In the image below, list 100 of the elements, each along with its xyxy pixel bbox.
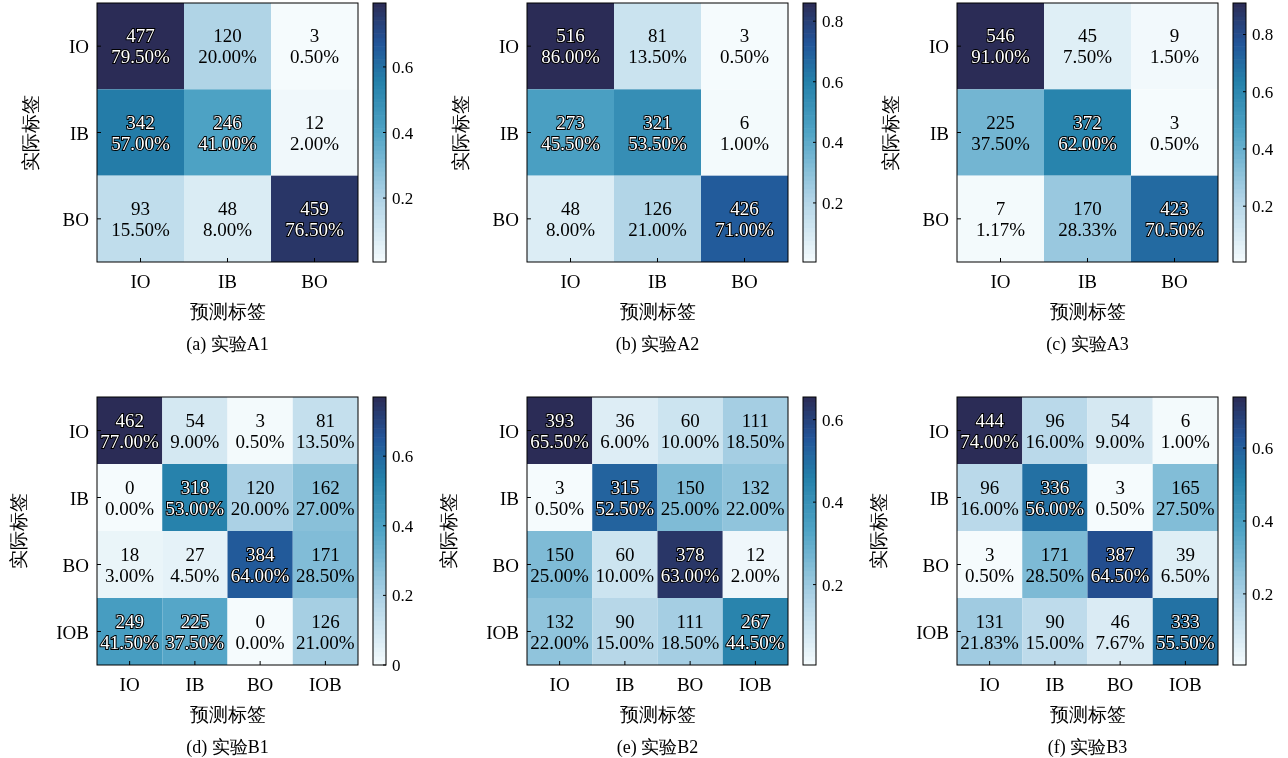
y-tick-label: BO: [492, 208, 519, 230]
data-label: 96 16.00%: [960, 476, 1020, 519]
data-label: 315 52.50%: [595, 476, 655, 519]
data-label: 249 41.50%: [100, 610, 160, 653]
data-label: 336 56.00%: [1025, 476, 1085, 519]
x-axis-title: 预测标签: [619, 301, 696, 322]
x-tick-label: IOB: [309, 674, 342, 695]
y-tick-label: IB: [70, 122, 89, 144]
color-bar-label: 0.4: [822, 493, 844, 513]
data-label: 45 7.50%: [1062, 25, 1113, 68]
data-label: 111 18.50%: [726, 409, 785, 452]
color-bar-label: 0.8: [822, 12, 844, 32]
data-label: 462 77.00%: [100, 409, 160, 452]
data-label: 3 0.50%: [965, 543, 1015, 586]
data-label: 126 21.00%: [628, 197, 687, 240]
data-label: 384 64.00%: [230, 543, 290, 586]
color-bar-label: 0.4: [1252, 139, 1274, 159]
y-tick-label: IB: [930, 122, 949, 144]
data-label: 9 1.50%: [1149, 25, 1200, 68]
data-label: 0 0.00%: [105, 476, 155, 519]
x-axis-title: 预测标签: [619, 704, 696, 725]
data-label: 12 2.00%: [730, 543, 781, 586]
y-tick-label: IB: [930, 487, 949, 509]
data-label: 3 0.50%: [289, 25, 340, 68]
y-tick-label: IO: [928, 36, 949, 58]
color-bar-label: 0.4: [392, 516, 414, 536]
text: (e) 实验B2: [616, 737, 699, 758]
y-tick-label: IO: [68, 420, 89, 442]
data-label: 6 1.00%: [1160, 409, 1211, 452]
color-bar-label: 0.6: [822, 72, 844, 92]
data-label: 387 64.50%: [1090, 543, 1150, 586]
y-tick-label: BO: [492, 554, 519, 576]
data-label: 321 53.50%: [628, 111, 687, 154]
color-bar-label: 0.6: [392, 57, 414, 77]
data-label: 246 41.00%: [198, 111, 257, 154]
data-label: 267 44.50%: [726, 610, 785, 653]
data-label: 516 86.00%: [541, 25, 600, 68]
data-label: 39 6.50%: [1160, 543, 1211, 586]
y-tick-label: IOB: [916, 621, 949, 643]
text: (a) 实验A1: [186, 334, 269, 355]
color-bar-label: 0.4: [392, 123, 414, 143]
text: (b) 实验A2: [615, 334, 700, 355]
x-axis-title: 预测标签: [1049, 301, 1126, 322]
data-label: 162 27.00%: [296, 476, 355, 519]
data-label: 477 79.50%: [111, 25, 170, 68]
data-label: 150 25.00%: [660, 476, 720, 519]
x-axis-title: 预测标签: [1049, 704, 1126, 725]
x-tick-label: BO: [1106, 674, 1134, 695]
x-tick-label: IB: [218, 271, 237, 292]
color-bar-label: 0.2: [822, 575, 844, 595]
y-axis-title: 实际标签: [450, 94, 471, 171]
y-axis-title: 实际标签: [880, 94, 901, 171]
color-bar-label: 0.6: [392, 447, 414, 467]
x-tick-label: IO: [560, 271, 581, 292]
data-label: 111 18.50%: [660, 610, 720, 653]
y-tick-label: BO: [62, 554, 89, 576]
x-tick-label: BO: [731, 271, 758, 292]
color-bar-label: 0.8: [1252, 25, 1274, 45]
data-label: 120 20.00%: [198, 25, 257, 68]
y-axis-title: 实际标签: [20, 94, 41, 171]
color-bar-label: 0.2: [392, 586, 414, 606]
y-tick-label: IO: [498, 36, 519, 58]
data-label: 36 6.00%: [600, 409, 650, 452]
x-tick-label: IOB: [739, 674, 772, 695]
color-bar-label: 0: [392, 656, 401, 675]
x-tick-label: IOB: [1169, 674, 1202, 695]
x-tick-label: IB: [1078, 271, 1097, 292]
y-tick-label: IO: [68, 36, 89, 58]
data-label: 48 8.00%: [202, 197, 253, 240]
x-tick-label: IO: [979, 674, 1000, 695]
data-label: 171 28.50%: [296, 543, 355, 586]
text: (c) 实验A3: [1046, 334, 1129, 355]
data-label: 27 4.50%: [170, 543, 220, 586]
x-tick-label: IB: [185, 674, 205, 695]
x-axis-title: 预测标签: [189, 301, 266, 322]
color-bar-label: 0.4: [822, 133, 844, 153]
data-label: 423 70.50%: [1145, 197, 1204, 240]
color-bar-label: 0.4: [1252, 511, 1274, 531]
data-label: 150 25.00%: [530, 543, 590, 586]
data-label: 3 0.50%: [1149, 111, 1200, 154]
text: (f) 实验B3: [1047, 737, 1128, 758]
data-label: 342 57.00%: [111, 111, 170, 154]
data-label: 81 13.50%: [296, 409, 355, 452]
data-label: 81 13.50%: [628, 25, 687, 68]
x-tick-label: BO: [246, 674, 274, 695]
x-tick-label: IO: [990, 271, 1011, 292]
data-label: 165 27.50%: [1156, 476, 1215, 519]
data-label: 3 0.50%: [235, 409, 285, 452]
data-label: 60 10.00%: [595, 543, 655, 586]
data-label: 54 9.00%: [170, 409, 220, 452]
data-label: 54 9.00%: [1095, 409, 1145, 452]
y-tick-label: IOB: [486, 621, 519, 643]
x-tick-label: IO: [119, 674, 140, 695]
data-label: 225 37.50%: [165, 610, 225, 653]
y-axis-title: 实际标签: [8, 493, 29, 569]
data-label: 96 16.00%: [1025, 409, 1085, 452]
y-tick-label: IO: [928, 420, 949, 442]
data-label: 444 74.00%: [960, 409, 1020, 452]
color-bar-label: 0.2: [822, 193, 844, 213]
data-label: 132 22.00%: [726, 476, 785, 519]
